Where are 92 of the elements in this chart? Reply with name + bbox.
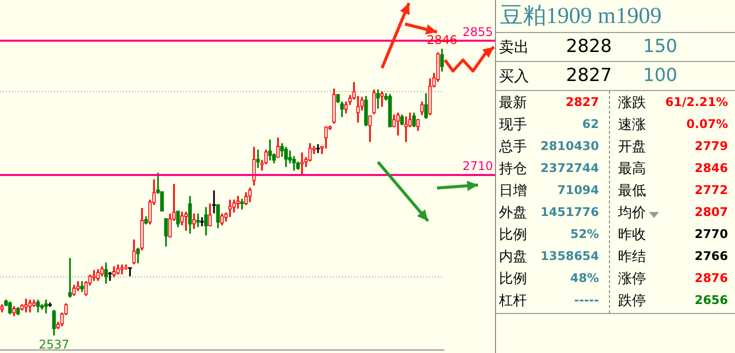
candlestick [368, 115, 372, 142]
candlestick [332, 88, 336, 124]
candlestick [300, 152, 304, 176]
text: 均价 [618, 204, 646, 222]
text: 内盘 [499, 248, 527, 266]
candlestick [68, 258, 72, 298]
candlestick [112, 266, 116, 278]
text: 外盘 [499, 204, 527, 222]
text: 日增 [499, 182, 527, 200]
text: 涨跌 [618, 94, 646, 112]
text: 涨停 [618, 270, 646, 288]
candlestick [380, 91, 384, 107]
candlestick [108, 272, 112, 281]
candlestick [324, 126, 328, 148]
candlestick [212, 190, 216, 214]
text: 昨结 [618, 248, 646, 266]
text: 速涨 [618, 116, 646, 134]
candlestick [140, 208, 144, 250]
candlestick [372, 89, 376, 114]
text: 2766 [694, 249, 728, 263]
candlestick [248, 188, 252, 202]
candlestick [72, 284, 76, 296]
text: 2827 [566, 65, 612, 86]
text: 2810430 [540, 139, 599, 153]
candlestick [92, 270, 96, 281]
candlestick [404, 116, 408, 142]
candlestick [196, 214, 200, 228]
text: 持仓 [499, 160, 527, 178]
text: 跌停 [618, 292, 646, 310]
text: 买入 [499, 67, 529, 86]
candlestick [396, 112, 400, 136]
candlestick [12, 306, 16, 316]
text: 卖出 [499, 38, 529, 57]
candlestick [276, 138, 280, 158]
text: 2772 [694, 183, 728, 197]
candlestick [220, 214, 224, 226]
text: 2372744 [540, 161, 599, 175]
text: 2807 [694, 205, 728, 219]
text: 开盘 [618, 138, 646, 156]
candlestick [96, 269, 100, 281]
text: 62 [582, 117, 599, 131]
candlestick [32, 300, 36, 307]
candlestick [420, 102, 424, 116]
text: 最新 [499, 94, 527, 112]
candlestick [28, 300, 32, 312]
candlestick [192, 214, 196, 230]
text: 现手 [499, 116, 527, 134]
candlestick [184, 212, 188, 231]
candlestick [208, 203, 212, 226]
text: 2656 [694, 293, 728, 307]
text: 总手 [499, 138, 527, 156]
text: 52% [570, 227, 599, 241]
text: 61/2.21% [665, 95, 728, 109]
text: 2779 [694, 139, 728, 153]
text: 1358654 [540, 249, 599, 263]
candlestick [236, 196, 240, 209]
text: 比例 [499, 270, 527, 288]
candlestick [132, 239, 136, 264]
text: 2828 [566, 36, 612, 57]
text: 2876 [694, 271, 728, 285]
ref-line-label: 2710 [462, 159, 493, 174]
text: 杠杆 [499, 292, 527, 310]
text: 1451776 [540, 205, 599, 219]
text: 2846 [694, 161, 728, 175]
candlestick [128, 267, 132, 276]
candlestick [200, 217, 204, 226]
candlestick [116, 264, 120, 274]
text: ----- [574, 293, 599, 307]
ref-line-label: 2855 [462, 24, 493, 39]
text: 2827 [566, 95, 599, 109]
text: 豆粕1909 m1909 [496, 0, 735, 33]
text: 昨收 [618, 226, 646, 244]
text: 48% [570, 271, 599, 285]
candlestick [356, 96, 360, 123]
candlestick [252, 146, 256, 186]
candlestick [44, 300, 48, 314]
candlestick [256, 150, 260, 168]
candlestick [120, 264, 124, 274]
candlestick [316, 144, 320, 154]
annotation: 2537 [38, 337, 70, 352]
text: 71094 [557, 183, 599, 197]
text: 2770 [694, 227, 728, 241]
text: 0.07% [686, 117, 728, 131]
candlestick [228, 200, 232, 217]
text: 最高 [618, 160, 646, 178]
candlestick [416, 119, 420, 131]
text: 最低 [618, 182, 646, 200]
text: 150 [643, 36, 678, 57]
text: 100 [643, 65, 678, 86]
text: 比例 [499, 226, 527, 244]
candlestick [124, 264, 128, 270]
candlestick [240, 198, 244, 210]
